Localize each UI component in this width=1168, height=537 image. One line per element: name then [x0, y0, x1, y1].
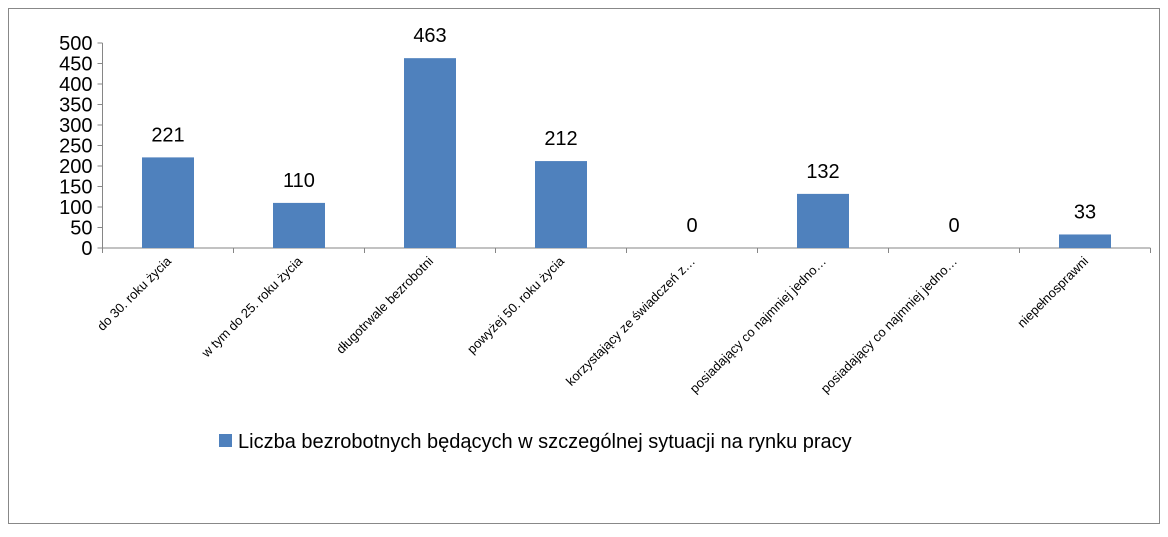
legend-swatch [219, 434, 232, 447]
bar [142, 157, 194, 248]
legend-label: Liczba bezrobotnych będących w szczególn… [238, 431, 852, 453]
y-tick-label: 400 [59, 74, 92, 96]
bar [535, 161, 587, 248]
y-tick-label: 0 [81, 238, 92, 260]
bar [273, 202, 325, 248]
y-tick-label: 500 [59, 33, 92, 55]
bar [797, 193, 849, 248]
y-tick-label: 250 [59, 136, 92, 158]
data-label: 221 [151, 124, 184, 146]
y-tick-label: 150 [59, 177, 92, 199]
y-tick-label: 100 [59, 197, 92, 219]
data-label: 33 [1074, 201, 1096, 223]
y-tick-label: 350 [59, 95, 92, 117]
y-tick-label: 450 [59, 54, 92, 76]
data-label: 212 [544, 128, 577, 150]
data-label: 132 [806, 161, 839, 183]
data-label: 0 [686, 215, 697, 237]
y-tick-label: 200 [59, 156, 92, 178]
data-label: 463 [413, 25, 446, 47]
bar [404, 58, 456, 248]
data-label: 0 [948, 215, 959, 237]
y-tick-label: 300 [59, 115, 92, 137]
y-tick-label: 50 [70, 218, 92, 240]
bar [1059, 234, 1111, 248]
chart-frame [8, 8, 1160, 524]
data-label: 110 [283, 170, 315, 192]
